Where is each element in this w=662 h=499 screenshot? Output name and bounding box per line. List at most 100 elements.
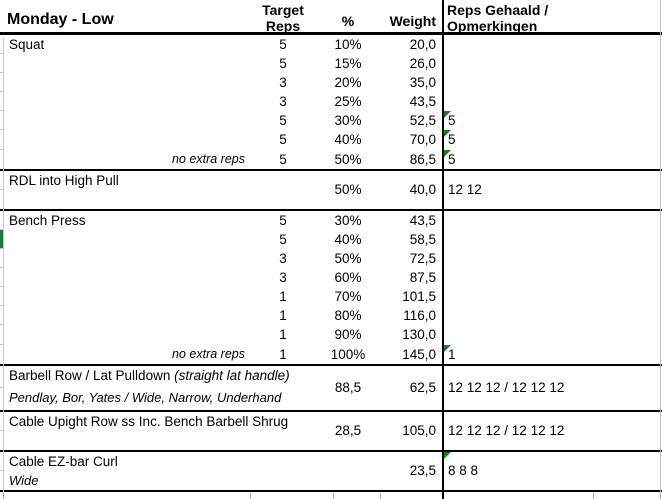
result-cell[interactable] xyxy=(443,211,662,230)
exercise-name-cell[interactable]: RDL into High Pull xyxy=(9,172,119,188)
weight-cell[interactable]: 70,0 xyxy=(409,132,436,148)
col-header-reps-line1: Reps Gehaald / xyxy=(447,2,549,18)
exercise-subtitle-cell[interactable]: Pendlay, Bor, Yates / Wide, Narrow, Unde… xyxy=(9,389,282,405)
weight-cell[interactable]: 35,0 xyxy=(409,75,436,91)
result-cell[interactable] xyxy=(443,287,662,306)
weight-cell[interactable]: 105,0 xyxy=(402,423,436,439)
target-reps-cell[interactable]: 5 xyxy=(279,37,287,52)
target-reps-cell[interactable]: 3 xyxy=(279,94,287,110)
percent-cell[interactable]: 20% xyxy=(334,75,362,91)
result-cell[interactable] xyxy=(443,92,662,111)
result-cell[interactable] xyxy=(443,268,662,287)
percent-cell[interactable]: 40% xyxy=(334,132,362,148)
result-cell[interactable]: 1 xyxy=(443,344,662,364)
percent-cell[interactable]: 50% xyxy=(334,151,362,167)
result-cell[interactable]: 5 xyxy=(443,149,662,169)
target-reps-cell[interactable]: 5 xyxy=(279,132,287,148)
result-cell[interactable]: 12 12 12 / 12 12 12 xyxy=(448,423,565,439)
percent-cell[interactable]: 70% xyxy=(334,289,362,305)
target-reps-cell[interactable]: 1 xyxy=(279,346,287,362)
result-cell[interactable]: 5 xyxy=(443,130,662,149)
percent-cell[interactable]: 90% xyxy=(334,327,362,343)
exercise-name-cell[interactable]: Squat xyxy=(9,37,45,52)
result-cell[interactable] xyxy=(443,249,662,268)
target-reps-cell[interactable]: 5 xyxy=(279,56,287,72)
exercise-section: Squat 5 10% 20,0 5 15% 26,0 3 20% 35,0 3 25% 43,5 5 30… xyxy=(0,35,662,171)
percent-cell[interactable]: 28,5 xyxy=(334,423,362,439)
target-reps-cell[interactable]: 1 xyxy=(279,289,287,305)
result-cell[interactable] xyxy=(443,230,662,249)
target-reps-cell[interactable]: 5 xyxy=(279,151,287,167)
result-cell[interactable]: 8 8 8 xyxy=(443,451,662,490)
col-header-percent[interactable]: % xyxy=(341,13,355,29)
percent-cell[interactable]: 100% xyxy=(330,346,366,362)
exercise-subtitle-cell[interactable]: Wide xyxy=(9,472,39,488)
comment-flag-icon xyxy=(444,149,451,157)
weight-cell[interactable]: 26,0 xyxy=(409,56,436,72)
target-reps-cell[interactable]: 5 xyxy=(279,113,287,129)
exercise-section: Bench Press 5 30% 43,5 5 40% 58,5 3 50% 72,5 3 60% 8… xyxy=(0,210,662,366)
percent-cell[interactable]: 40% xyxy=(334,231,362,247)
weight-cell[interactable]: 145,0 xyxy=(402,346,436,362)
target-reps-cell[interactable]: 3 xyxy=(279,270,287,286)
result-cell[interactable]: 5 xyxy=(443,111,662,130)
result-cell[interactable] xyxy=(443,35,662,54)
percent-cell[interactable]: 30% xyxy=(334,212,362,228)
weight-cell[interactable]: 87,5 xyxy=(409,270,436,286)
weight-cell[interactable]: 58,5 xyxy=(409,231,436,247)
weight-cell[interactable]: 86,5 xyxy=(409,151,436,167)
exercise-name-suffix: (straight lat handle) xyxy=(170,367,290,383)
col-header-target-reps[interactable]: Target Reps xyxy=(248,2,318,34)
exercise-name-cell[interactable]: Cable EZ-bar Curl xyxy=(9,453,118,469)
weight-cell[interactable]: 101,5 xyxy=(402,289,436,305)
percent-cell[interactable]: 30% xyxy=(334,113,362,129)
result-cell[interactable] xyxy=(443,73,662,92)
row-gridline xyxy=(0,287,3,307)
target-reps-cell[interactable]: 3 xyxy=(279,75,287,91)
percent-cell[interactable]: 50% xyxy=(334,251,362,267)
result-cell[interactable]: 12 12 xyxy=(448,182,482,198)
col-header-reps-gehaald[interactable]: Reps Gehaald / Opmerkingen xyxy=(447,2,548,34)
weight-cell[interactable]: 116,0 xyxy=(403,308,436,324)
target-reps-cell[interactable]: 5 xyxy=(279,212,287,228)
result-cell[interactable] xyxy=(443,325,662,344)
target-reps-cell[interactable]: 1 xyxy=(279,308,287,324)
exercise-name-cell[interactable]: Barbell Row / Lat Pulldown (straight lat… xyxy=(9,367,290,383)
right-gridline xyxy=(660,0,661,493)
weight-cell[interactable]: 62,5 xyxy=(409,380,436,396)
percent-cell[interactable]: 10% xyxy=(334,37,362,52)
weight-cell[interactable]: 43,5 xyxy=(409,212,436,228)
note-cell[interactable]: no extra reps xyxy=(172,151,245,166)
column-divider-border xyxy=(442,0,444,493)
weight-cell[interactable]: 43,5 xyxy=(409,94,436,110)
row-gridline xyxy=(0,92,3,112)
target-reps-cell[interactable]: 5 xyxy=(279,231,287,247)
result-cell[interactable] xyxy=(443,54,662,73)
percent-cell[interactable]: 15% xyxy=(334,56,362,72)
comment-flag-icon xyxy=(444,344,451,352)
weight-cell[interactable]: 20,0 xyxy=(409,37,436,52)
weight-cell[interactable]: 72,5 xyxy=(409,251,436,267)
green-cell-marker xyxy=(0,229,3,250)
percent-cell[interactable]: 80% xyxy=(334,308,362,324)
weight-cell[interactable]: 130,0 xyxy=(402,327,436,343)
percent-cell[interactable]: 50% xyxy=(334,182,362,198)
exercise-section: RDL into High Pull 50% 40,0 12 12 xyxy=(0,170,662,211)
col-header-weight[interactable]: Weight xyxy=(389,13,436,29)
percent-cell[interactable]: 25% xyxy=(334,94,362,110)
result-cell[interactable] xyxy=(443,306,662,325)
weight-cell[interactable]: 23,5 xyxy=(409,463,436,479)
result-cell[interactable]: 12 12 12 / 12 12 12 xyxy=(448,380,565,396)
percent-cell[interactable]: 88,5 xyxy=(334,380,362,396)
percent-cell[interactable]: 60% xyxy=(334,270,362,286)
note-cell[interactable]: no extra reps xyxy=(172,346,245,361)
exercise-name-cell[interactable]: Cable Upight Row ss Inc. Bench Barbell S… xyxy=(9,413,289,429)
percent-cell[interactable] xyxy=(318,452,378,490)
weight-cell[interactable]: 40,0 xyxy=(409,182,436,198)
exercise-name-cell[interactable]: Bench Press xyxy=(9,212,86,228)
target-reps-cell[interactable]: 1 xyxy=(279,327,287,343)
target-reps-cell[interactable]: 3 xyxy=(279,251,287,267)
weight-cell[interactable]: 52,5 xyxy=(409,113,436,129)
page-title[interactable]: Monday - Low xyxy=(7,11,114,28)
row-gridline xyxy=(0,452,3,471)
